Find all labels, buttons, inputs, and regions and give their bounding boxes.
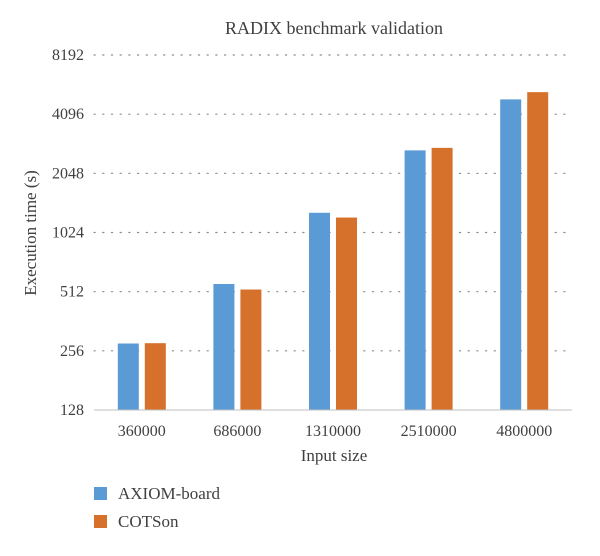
y-tick-label: 256: [60, 343, 84, 360]
y-tick-label: 128: [60, 402, 84, 419]
bar-axiom-board-686000: [213, 284, 235, 410]
bar-axiom-board-360000: [117, 343, 139, 410]
y-tick-labels: 128 256 512 1024 2048 4096 8192: [52, 47, 84, 419]
y-axis-title: Execution time (s): [21, 170, 40, 296]
bars: [117, 92, 549, 411]
legend-item: COTSon: [94, 512, 179, 531]
chart-title: RADIX benchmark validation: [225, 18, 443, 38]
bar-cotson-686000: [240, 289, 262, 410]
bar-axiom-board-1310000: [309, 212, 330, 410]
x-tick-label: 686000: [213, 423, 261, 440]
legend-swatch: [94, 515, 107, 528]
legend-item: AXIOM-board: [94, 484, 220, 503]
legend-label: AXIOM-board: [118, 484, 220, 503]
bar-cotson-360000: [144, 343, 166, 410]
x-tick-label: 4800000: [496, 423, 552, 440]
y-tick-label: 2048: [52, 165, 84, 182]
y-tick-label: 8192: [52, 47, 84, 64]
y-tick-label: 512: [60, 284, 84, 301]
bar-cotson-2510000: [431, 147, 453, 411]
bar-axiom-board-4800000: [500, 99, 522, 410]
y-tick-label: 1024: [52, 225, 84, 242]
x-tick-label: 2510000: [401, 423, 457, 440]
x-tick-label: 1310000: [305, 423, 361, 440]
x-tick-labels: 360000 686000 1310000 2510000 4800000: [118, 423, 552, 440]
x-tick-label: 360000: [118, 423, 166, 440]
bar-axiom-board-2510000: [404, 150, 426, 410]
legend-swatch: [94, 487, 107, 500]
bar-cotson-4800000: [527, 92, 549, 410]
x-axis-title: Input size: [301, 446, 368, 465]
bar-cotson-1310000: [336, 217, 357, 410]
grid: [93, 54, 573, 352]
legend-label: COTSon: [118, 512, 179, 531]
y-tick-label: 4096: [52, 106, 84, 123]
legend: AXIOM-board COTSon: [94, 484, 220, 531]
